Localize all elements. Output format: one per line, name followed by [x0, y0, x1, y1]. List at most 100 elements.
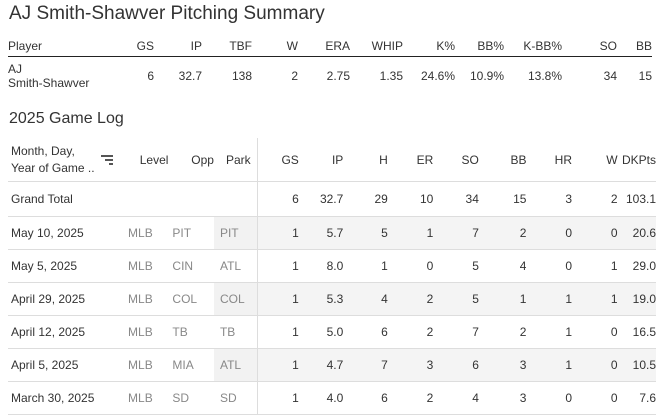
total-er: 10 [387, 181, 434, 217]
game-level: MLB [127, 216, 169, 250]
pitching-summary-table: Player GS IP TBF W ERA WHIP K% BB% K-BB%… [8, 35, 652, 95]
game-er: 0 [387, 249, 434, 283]
game-log-rows: May 10, 2025 MLB PIT PIT 1 5.7 5 1 7 2 0 0 20.6 May 5… [8, 216, 656, 415]
game-hr: 1 [526, 348, 573, 382]
game-park: TB [213, 315, 258, 349]
game-h: 7 [343, 348, 388, 382]
game-ip: 5.0 [298, 315, 344, 349]
header-bb[interactable]: BB [617, 35, 652, 57]
header-ip[interactable]: IP [154, 35, 202, 57]
game-log-row[interactable]: April 5, 2025 MLB MIA ATL 1 4.7 7 3 6 3 1 0 10.5 [8, 348, 656, 382]
game-bb: 3 [478, 348, 527, 382]
game-bb: 4 [478, 249, 527, 283]
header-whip[interactable]: WHIP [350, 35, 403, 57]
header-opp[interactable]: Opp [168, 138, 214, 182]
header-hr[interactable]: HR [526, 138, 573, 182]
header-level[interactable]: Level [127, 138, 169, 182]
summary-gs: 6 [147, 69, 154, 83]
game-date: March 30, 2025 [8, 381, 128, 415]
game-so: 6 [433, 348, 479, 382]
game-so: 5 [433, 282, 479, 316]
game-gs: 1 [257, 216, 299, 250]
game-dkpts: 29.0 [617, 249, 656, 283]
game-w: 1 [572, 282, 618, 316]
game-dkpts: 19.0 [617, 282, 656, 316]
header-k-bb-pct[interactable]: K-BB% [504, 35, 562, 57]
header-bb-pct[interactable]: BB% [455, 35, 504, 57]
header-dkpts[interactable]: DKPts [617, 138, 656, 182]
game-h: 6 [343, 315, 388, 349]
header-gs[interactable]: GS [257, 138, 299, 182]
total-so: 34 [433, 181, 479, 217]
header-tbf[interactable]: TBF [202, 35, 252, 57]
summary-so: 34 [603, 69, 617, 83]
game-log-header-row: Month, Day, Year of Game .. Level Opp Pa… [8, 138, 656, 182]
total-bb: 15 [478, 181, 527, 217]
header-k-pct[interactable]: K% [403, 35, 455, 57]
game-gs: 1 [257, 348, 299, 382]
game-level: MLB [127, 348, 169, 382]
date-header-line2: Year of Game .. [11, 160, 95, 175]
summary-k-bb-pct: 13.8% [527, 69, 562, 83]
game-opp: COL [168, 282, 214, 316]
total-dkpts: 103.1 [617, 181, 656, 217]
header-game-date[interactable]: Month, Day, Year of Game .. [8, 138, 128, 182]
game-er: 1 [387, 216, 434, 250]
summary-tbf: 138 [231, 69, 252, 83]
sort-descending-icon[interactable] [101, 154, 114, 165]
game-so: 5 [433, 249, 479, 283]
summary-row[interactable]: AJ Smith-Shawver 6 32.7 138 2 2.75 1.35 … [8, 57, 652, 96]
game-hr: 1 [526, 315, 573, 349]
game-opp: PIT [168, 216, 214, 250]
header-player[interactable]: Player [8, 35, 114, 57]
game-park: SD [213, 381, 258, 415]
header-park[interactable]: Park [213, 138, 258, 182]
player-first-name: AJ [8, 62, 23, 76]
game-ip: 4.0 [298, 381, 344, 415]
summary-ip: 32.7 [178, 69, 202, 83]
game-hr: 0 [526, 381, 573, 415]
game-level: MLB [127, 315, 169, 349]
game-date: April 12, 2025 [8, 315, 128, 349]
game-bb: 2 [478, 216, 527, 250]
game-w: 0 [572, 315, 618, 349]
grand-total-row[interactable]: Grand Total 6 32.7 29 10 34 15 3 2 103.1 [8, 181, 656, 217]
header-era[interactable]: ERA [298, 35, 350, 57]
summary-header-row: Player GS IP TBF W ERA WHIP K% BB% K-BB%… [8, 35, 652, 57]
header-ip[interactable]: IP [298, 138, 344, 182]
header-so[interactable]: SO [562, 35, 617, 57]
game-level: MLB [127, 249, 169, 283]
game-ip: 5.7 [298, 216, 344, 250]
game-log-row[interactable]: March 30, 2025 MLB SD SD 1 4.0 6 2 4 3 0 0 7.6 [8, 381, 656, 415]
game-w: 1 [572, 249, 618, 283]
game-log-row[interactable]: May 10, 2025 MLB PIT PIT 1 5.7 5 1 7 2 0 0 20.6 [8, 216, 656, 250]
header-so[interactable]: SO [433, 138, 479, 182]
game-log-row[interactable]: April 29, 2025 MLB COL COL 1 5.3 4 2 5 1 1 1 19.0 [8, 282, 656, 316]
game-bb: 2 [478, 315, 527, 349]
player-name: AJ Smith-Shawver [8, 57, 114, 96]
total-h: 29 [343, 181, 388, 217]
header-gs[interactable]: GS [114, 35, 154, 57]
game-so: 7 [433, 315, 479, 349]
game-gs: 1 [257, 249, 299, 283]
game-log-row[interactable]: April 12, 2025 MLB TB TB 1 5.0 6 2 7 2 1 0 16.5 [8, 315, 656, 349]
game-level: MLB [127, 381, 169, 415]
header-w[interactable]: W [252, 35, 298, 57]
header-bb[interactable]: BB [478, 138, 527, 182]
header-er[interactable]: ER [387, 138, 434, 182]
total-hr: 3 [526, 181, 573, 217]
game-hr: 0 [526, 216, 573, 250]
game-opp: CIN [168, 249, 214, 283]
game-er: 2 [387, 315, 434, 349]
game-log-table: Month, Day, Year of Game .. Level Opp Pa… [8, 138, 656, 415]
summary-bb-pct: 10.9% [469, 69, 504, 83]
game-level: MLB [127, 282, 169, 316]
summary-k-pct: 24.6% [420, 69, 455, 83]
header-h[interactable]: H [343, 138, 388, 182]
game-log-row[interactable]: May 5, 2025 MLB CIN ATL 1 8.0 1 0 5 4 0 1 29.0 [8, 249, 656, 283]
date-header-line1: Month, Day, [11, 143, 75, 158]
game-er: 2 [387, 282, 434, 316]
game-dkpts: 16.5 [617, 315, 656, 349]
header-w[interactable]: W [572, 138, 618, 182]
game-h: 6 [343, 381, 388, 415]
